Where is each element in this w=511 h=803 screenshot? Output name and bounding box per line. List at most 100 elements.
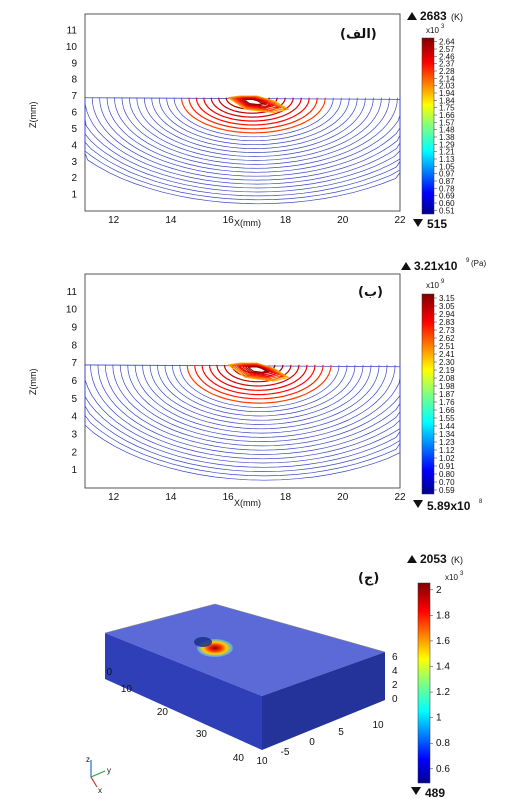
b-contour-line — [119, 364, 401, 442]
panel-c-y-ticks: 10 -5 0 5 10 — [256, 720, 384, 767]
panel-b-x-ticks: 12 14 16 18 20 22 — [108, 492, 406, 503]
b-cb-ticks-label: 3.15 — [439, 294, 455, 303]
b-hot-contour — [233, 363, 284, 380]
b-ytick-label: 4 — [71, 412, 77, 423]
panel-b-contours — [84, 362, 401, 481]
a-cb-ticks-label: 1.57 — [439, 118, 455, 127]
b-ytick-label: 10 — [66, 305, 78, 316]
panel-a-max-marker — [407, 12, 417, 20]
panel-c-cb-label: 1.6 — [436, 636, 450, 647]
panel-a-label: (الف) — [340, 27, 377, 42]
b-cb-ticks-label: 2.73 — [439, 326, 455, 335]
b-contour-line — [223, 364, 292, 383]
panel-a-contours — [84, 95, 401, 205]
a-xtick-label: 16 — [223, 215, 235, 226]
panel-c-z-ticks: 0 2 4 6 — [392, 652, 398, 705]
a-cb-ticks-label: 2.46 — [439, 52, 455, 61]
a-cb-ticks-label: 1.66 — [439, 111, 455, 120]
b-contour-line — [186, 364, 332, 404]
panel-a-min-label: 515 — [427, 217, 447, 231]
a-contour-line — [203, 97, 302, 122]
b-contour-line — [216, 364, 300, 387]
b-contour-line — [127, 364, 396, 438]
a-cb-ticks-label: 0.97 — [439, 170, 455, 179]
panel-a-max-label: 2683 — [420, 9, 447, 23]
a-ytick-label: 7 — [71, 91, 77, 102]
panel-c-max-label: 2053 — [420, 552, 447, 566]
a-cb-ticks-label: 1.94 — [439, 89, 455, 98]
a-cb-ticks-label: 0.60 — [439, 199, 455, 208]
panel-c-ytick-label: 10 — [372, 720, 384, 731]
panel-b-y-ticks: 1 2 3 4 5 6 7 8 9 10 11 — [66, 287, 78, 476]
a-cb-ticks-label: 1.05 — [439, 162, 455, 171]
a-contour-line — [180, 97, 326, 134]
a-contour-line — [121, 97, 390, 165]
a-ytick-label: 1 — [71, 190, 77, 201]
a-xtick-label: 18 — [280, 215, 292, 226]
b-cb-ticks-label: 1.76 — [439, 398, 455, 407]
b-cb-ticks-label: 1.66 — [439, 406, 455, 415]
a-contour-line — [99, 97, 401, 177]
b-cb-ticks-label: 2.08 — [439, 374, 455, 383]
b-xtick-label: 16 — [223, 492, 235, 503]
a-xtick-label: 22 — [394, 215, 406, 226]
panel-b-xlabel: X(mm) — [234, 498, 261, 508]
a-contour-line — [195, 97, 310, 126]
a-cb-ticks-label: 2.14 — [439, 74, 455, 83]
axis-triad-x: x — [98, 786, 102, 795]
b-cb-ticks-label: 2.83 — [439, 318, 455, 327]
a-contour-line — [158, 97, 350, 146]
a-ytick-label: 8 — [71, 75, 77, 86]
panel-a-max-unit: (K) — [451, 12, 463, 22]
b-hot-contour — [247, 366, 268, 373]
a-cb-ticks-label: 2.03 — [439, 82, 455, 91]
a-contour-line — [136, 97, 374, 157]
a-hot-contour — [243, 98, 264, 106]
a-cb-ticks-label: 1.38 — [439, 133, 455, 142]
b-cb-ticks-label: 1.87 — [439, 390, 455, 399]
a-cb-ticks-label: 1.13 — [439, 155, 455, 164]
a-ytick-label: 4 — [71, 140, 77, 151]
a-contour-line — [151, 97, 358, 149]
panel-a-colorbar-bar — [421, 37, 435, 215]
axis-triad-y: y — [107, 766, 111, 775]
panel-b-exponent-power: 9 — [441, 279, 445, 285]
a-cb-ticks-label: 0.78 — [439, 184, 455, 193]
panel-b-max-marker — [401, 262, 411, 270]
a-contour-line — [166, 97, 342, 142]
a-ytick-label: 11 — [67, 25, 78, 36]
a-ytick-label: 5 — [71, 124, 77, 135]
a-cb-ticks-label: 1.84 — [439, 96, 455, 105]
panel-c-cb-label: 1.2 — [436, 687, 450, 698]
panel-b-max-unit: (Pa) — [471, 259, 486, 268]
panel-a-ylabel: Z(mm) — [28, 102, 38, 129]
b-ytick-label: 3 — [71, 430, 77, 441]
b-contour-line — [171, 364, 348, 413]
a-ytick-label: 10 — [66, 42, 78, 53]
b-xtick-label: 18 — [280, 492, 292, 503]
panel-c-cb-label: 1.4 — [436, 662, 450, 673]
a-xtick-label: 12 — [108, 215, 120, 226]
panel-c-x-ticks: 0 10 20 30 40 — [106, 667, 244, 764]
panel-a-colorbar-ticks: 2.642.572.462.372.282.142.031.941.841.75… — [434, 38, 455, 215]
b-cb-ticks-label: 1.44 — [439, 422, 455, 431]
a-contour-line — [188, 97, 318, 130]
a-contour-line — [129, 97, 382, 161]
panel-a-x-ticks: 12 14 16 18 20 22 — [108, 215, 406, 226]
b-hot-contour — [245, 365, 271, 375]
a-contour-line — [84, 97, 401, 205]
b-cb-ticks-label: 2.30 — [439, 358, 455, 367]
panel-c-colorbar: 2053 (K) x10 3 2 1.8 1.6 1.4 1.2 1 0.8 0.6 489 — [407, 552, 464, 800]
b-contour-line — [142, 364, 380, 430]
a-xtick-label: 20 — [337, 215, 349, 226]
panel-c-colorbar-bar — [417, 582, 431, 784]
panel-c-xtick-label: 30 — [196, 729, 208, 740]
b-cb-ticks-label: 0.91 — [439, 462, 455, 471]
b-cb-ticks-label: 1.02 — [439, 454, 455, 463]
a-contour-line — [143, 97, 366, 153]
panel-c-exponent: x10 — [445, 573, 458, 582]
panel-c-xtick-label: 20 — [157, 707, 169, 718]
b-contour-line — [179, 364, 340, 408]
